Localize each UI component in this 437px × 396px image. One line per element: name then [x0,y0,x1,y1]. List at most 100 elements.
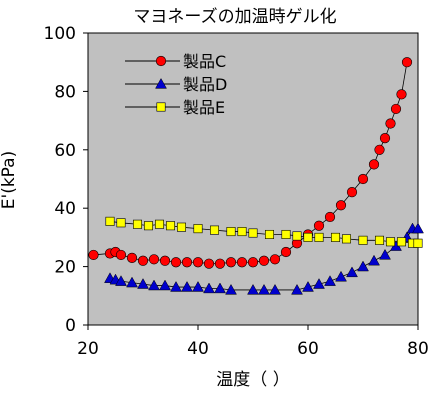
legend-item: 製品D [125,75,227,94]
data-point [314,232,324,242]
data-point [390,103,402,115]
data-point [341,234,351,244]
data-point [247,257,259,268]
data-point [214,282,226,294]
data-point [115,249,127,261]
data-point [181,281,193,292]
x-axis: 20 40 60 80 [77,325,429,359]
data-point [292,231,302,241]
data-point [291,283,303,295]
data-point [374,144,385,155]
data-point [396,89,407,100]
data-point [148,279,160,291]
series-triangle [104,222,424,295]
data-point [126,276,138,288]
data-point [258,255,270,266]
data-point [116,218,126,228]
series-circle [88,57,413,269]
data-point [324,275,336,286]
legend-marker [156,102,166,112]
data-point [313,278,325,289]
y-tick-label: 100 [44,24,76,44]
data-point [144,221,154,231]
data-point [148,254,160,265]
data-point [225,283,237,295]
data-point [379,248,391,260]
data-point [248,228,258,238]
legend-label: 製品C [183,52,226,71]
data-point [368,254,380,266]
data-point [181,257,193,268]
data-point [133,219,143,229]
data-point [313,220,325,231]
data-point [192,281,204,292]
data-point [166,221,176,231]
data-point [177,222,187,232]
data-point [379,133,391,144]
data-point [385,237,395,247]
data-point [374,235,384,245]
y-tick-label: 60 [54,141,76,161]
x-tick-label: 20 [77,339,99,359]
data-point [330,232,340,242]
data-point [126,252,138,263]
y-tick-label: 80 [54,82,76,102]
data-point [258,283,270,295]
data-point [346,266,358,278]
data-point [357,260,369,272]
data-point [237,227,247,237]
data-point [137,278,149,289]
data-point [203,282,215,294]
data-point [137,255,149,266]
data-point [335,200,347,211]
data-point [170,281,182,292]
plot-area [87,32,419,326]
chart-title: マヨネーズの加温時ゲル化 [133,7,336,27]
data-point [193,224,203,234]
data-point [170,257,182,268]
data-point [335,270,347,282]
data-point [214,258,226,269]
y-tick-label: 40 [54,199,76,219]
data-point [302,281,314,292]
legend-marker [155,55,167,67]
legend-item: 製品C [125,52,226,71]
legend: 製品C 製品D 製品E [125,52,227,117]
data-point [358,235,368,245]
data-point [225,257,237,268]
series-square [105,216,423,248]
data-point [385,118,396,129]
legend-label: 製品E [183,98,225,117]
data-point [159,255,171,266]
data-point [281,229,291,239]
data-point [396,237,406,247]
data-point [324,211,336,223]
data-point [401,57,413,68]
legend-label: 製品D [183,75,227,94]
data-point [368,159,380,170]
y-tick-label: 0 [65,316,76,336]
legend-marker [155,77,167,89]
data-point [412,222,424,234]
data-point [280,246,292,258]
data-point [155,219,165,229]
data-point [346,187,358,198]
y-axis: 0 20 40 60 80 100 [44,24,88,336]
data-point [269,254,281,265]
x-axis-title: 温度（ ） [216,370,289,390]
data-point [236,257,248,268]
data-point [210,225,220,235]
series-layer [88,57,424,295]
data-point [269,283,281,295]
x-tick-label: 60 [297,339,319,359]
data-point [192,257,204,268]
data-point [303,232,313,242]
data-point [247,283,259,295]
x-tick-label: 80 [407,339,429,359]
data-point [357,173,369,185]
data-point [203,258,215,269]
data-point [88,249,99,261]
data-point [115,275,127,286]
data-point [413,238,423,248]
